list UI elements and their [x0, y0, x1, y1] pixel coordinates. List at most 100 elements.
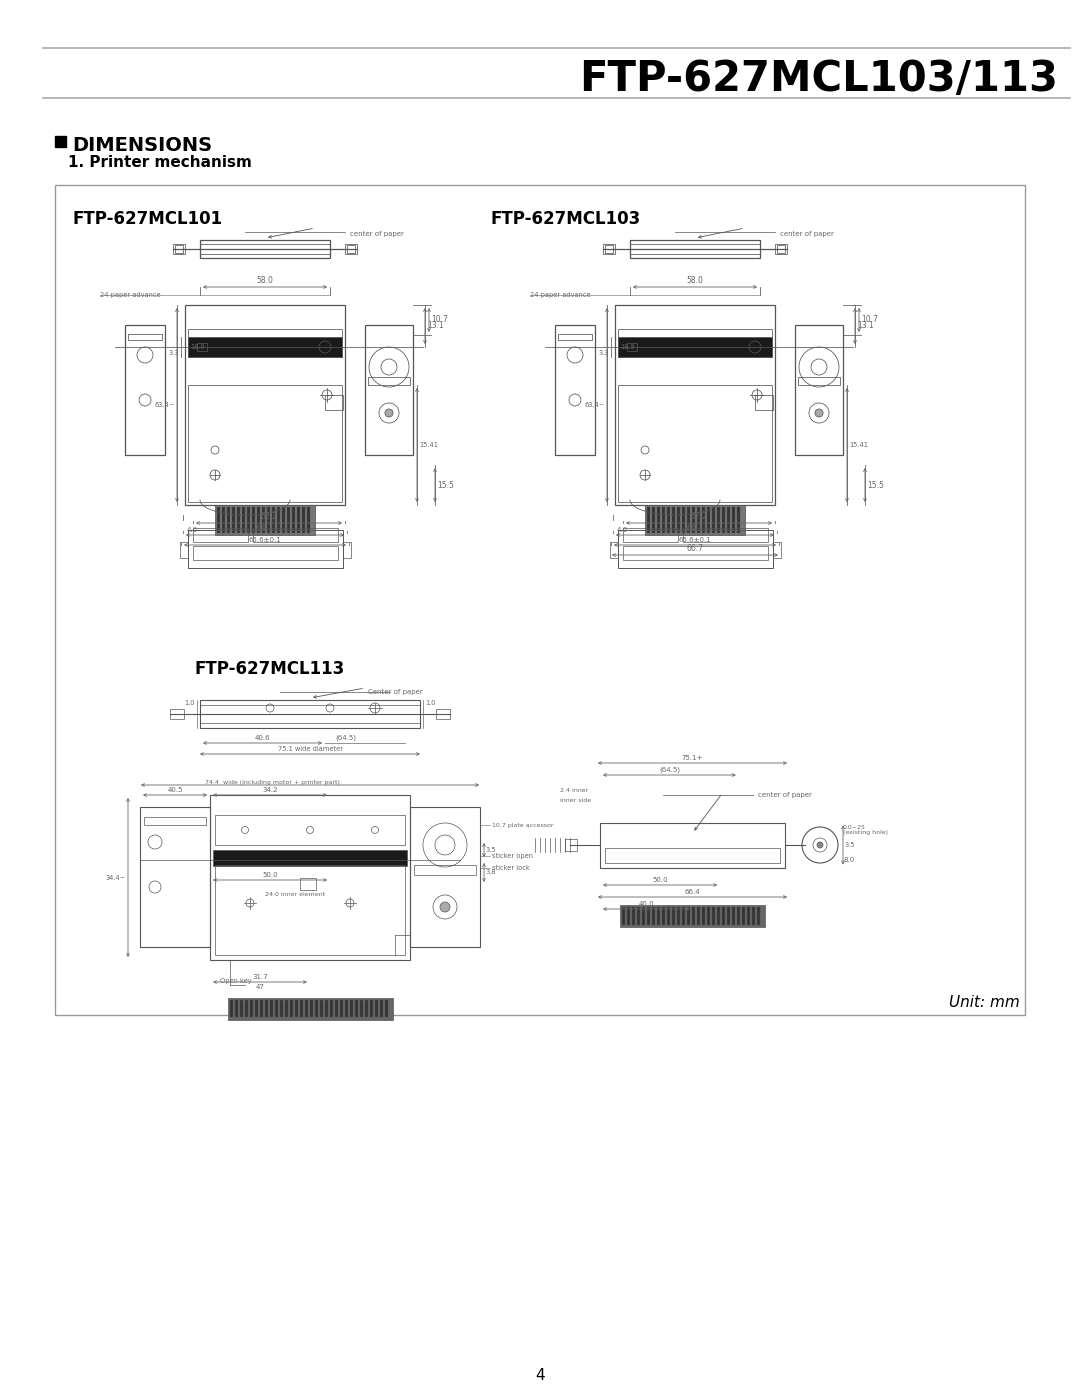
Text: 24.0 inner element: 24.0 inner element [265, 893, 325, 897]
Bar [622, 546, 768, 560]
Bar [259, 1000, 262, 1017]
Bar [320, 1000, 323, 1017]
Text: 0.0~25
(existing hole): 0.0~25 (existing hole) [843, 824, 888, 835]
Bar [314, 1000, 318, 1017]
Bar [350, 1000, 352, 1017]
Bar [175, 244, 183, 253]
Text: 58.0: 58.0 [687, 277, 703, 285]
Bar [737, 507, 740, 534]
Bar [252, 507, 255, 534]
Bar [192, 546, 337, 560]
Text: 10.7: 10.7 [431, 316, 448, 324]
Bar [692, 907, 696, 925]
Bar [215, 504, 315, 535]
Bar [683, 528, 768, 542]
Bar [234, 1000, 238, 1017]
Text: 66.7: 66.7 [687, 543, 703, 553]
Bar [697, 507, 700, 534]
Circle shape [384, 409, 393, 416]
Text: center of paper: center of paper [757, 792, 811, 798]
Bar [305, 1000, 308, 1017]
Bar [630, 240, 760, 258]
Text: 4.6: 4.6 [617, 527, 629, 534]
Bar [672, 507, 675, 534]
Bar [360, 1000, 363, 1017]
Text: 3.3: 3.3 [168, 351, 179, 356]
Bar [647, 907, 650, 925]
Bar [335, 1000, 337, 1017]
Bar [375, 1000, 378, 1017]
Text: 1. Printer mechanism: 1. Printer mechanism [68, 155, 252, 170]
Bar [368, 377, 410, 386]
Bar [627, 907, 630, 925]
Text: FTP-627MCL103: FTP-627MCL103 [490, 210, 640, 228]
Bar [732, 907, 735, 925]
Bar [672, 907, 675, 925]
Bar [307, 507, 310, 534]
Bar [215, 865, 405, 956]
Bar [188, 529, 342, 569]
Text: 64.7: 64.7 [687, 524, 703, 534]
Bar [302, 507, 305, 534]
Bar [618, 386, 772, 502]
Text: 58.0: 58.0 [257, 277, 273, 285]
Bar [795, 326, 843, 455]
Bar [755, 395, 773, 409]
Bar [692, 507, 696, 534]
Bar [667, 907, 670, 925]
Text: 40.0: 40.0 [638, 901, 654, 907]
Bar [237, 507, 240, 534]
Bar [228, 997, 392, 1020]
Bar [603, 244, 615, 254]
Bar [222, 507, 225, 534]
Bar [200, 240, 330, 258]
Bar [605, 244, 613, 253]
Bar [213, 849, 407, 866]
Bar [354, 1000, 357, 1017]
Bar [188, 337, 342, 358]
Text: (64.5): (64.5) [659, 767, 680, 773]
Text: 1.0: 1.0 [426, 700, 435, 705]
Bar [757, 907, 760, 925]
Bar [707, 907, 710, 925]
Bar [129, 334, 162, 339]
Circle shape [815, 409, 823, 416]
Text: 18.9: 18.9 [190, 344, 204, 351]
Text: 65.6±0.1: 65.6±0.1 [248, 536, 282, 543]
Bar [297, 507, 300, 534]
Bar [657, 507, 660, 534]
Text: 65.6±0.1: 65.6±0.1 [678, 536, 712, 543]
Bar [282, 507, 285, 534]
Bar [772, 542, 781, 557]
Bar [627, 344, 637, 351]
Bar [555, 326, 595, 455]
Bar [284, 1000, 287, 1017]
Text: 63.4~: 63.4~ [584, 402, 605, 408]
Text: 13.1: 13.1 [427, 321, 444, 331]
Bar [697, 907, 700, 925]
Bar [379, 1000, 382, 1017]
Bar [295, 1000, 297, 1017]
Bar [270, 1000, 272, 1017]
Bar [618, 529, 772, 569]
Bar [324, 1000, 327, 1017]
Bar [414, 865, 476, 875]
Bar [752, 907, 755, 925]
Text: 15.41: 15.41 [849, 441, 868, 448]
Circle shape [816, 842, 823, 848]
Text: 75.1 wide diameter: 75.1 wide diameter [278, 746, 342, 752]
Text: 74.4  wide (including motor + printer part): 74.4 wide (including motor + printer par… [205, 780, 340, 785]
Bar [622, 907, 625, 925]
Bar [280, 1000, 283, 1017]
Text: 15.5: 15.5 [437, 481, 454, 489]
Bar [345, 1000, 348, 1017]
Text: 18.9: 18.9 [620, 344, 635, 351]
Text: 62.2: 62.2 [690, 511, 707, 521]
Bar [365, 1000, 367, 1017]
Bar [242, 507, 245, 534]
Bar [600, 823, 785, 868]
Bar [565, 840, 577, 851]
Bar [712, 907, 715, 925]
Bar [289, 1000, 293, 1017]
Bar [737, 907, 740, 925]
